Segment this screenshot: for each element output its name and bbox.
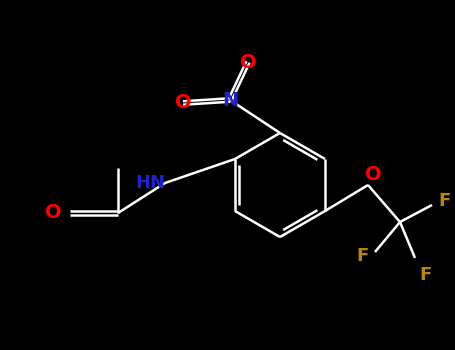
Text: F: F [438,192,450,210]
Text: HN: HN [135,174,165,192]
Text: F: F [419,266,431,284]
Text: O: O [240,52,256,71]
Text: O: O [175,93,191,112]
Text: O: O [46,203,62,223]
Text: N: N [222,91,238,110]
Text: F: F [357,247,369,265]
Text: O: O [365,166,381,184]
